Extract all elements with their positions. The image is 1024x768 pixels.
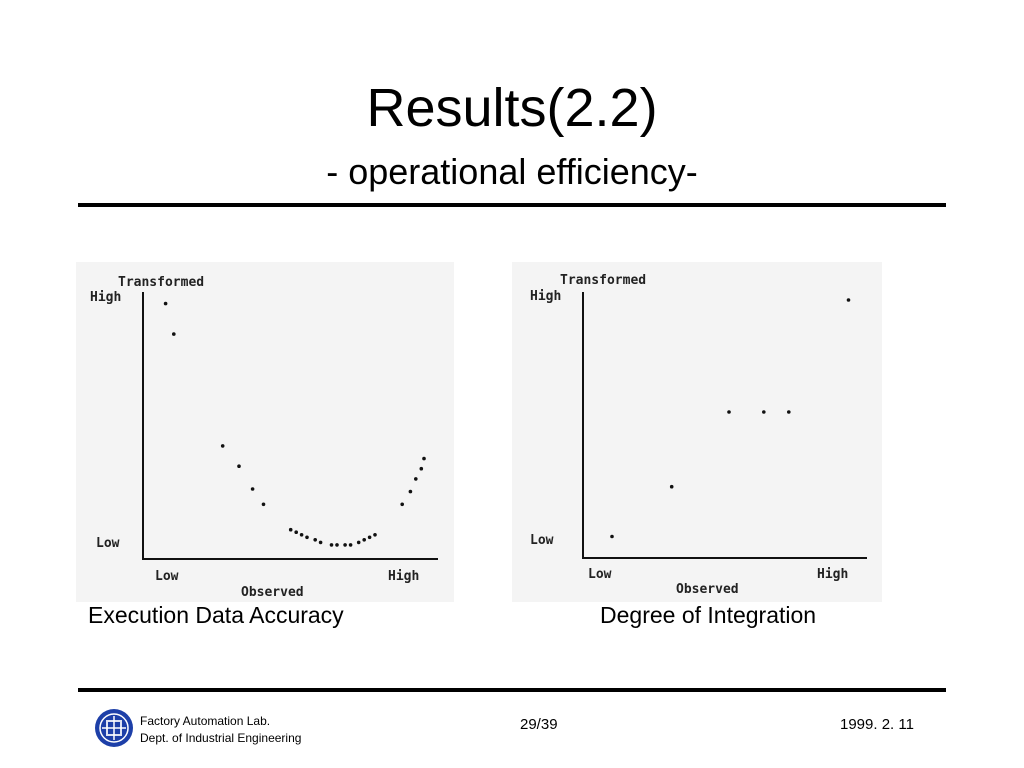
data-point xyxy=(172,332,176,336)
scatter-points xyxy=(163,301,426,547)
data-point xyxy=(335,543,339,547)
y-tick-low: Low xyxy=(96,536,120,551)
data-point xyxy=(329,543,334,547)
data-point xyxy=(348,543,353,547)
footer-lab-name: Factory Automation Lab. xyxy=(140,714,271,728)
caption-degree-of-integration: Degree of Integration xyxy=(600,602,817,628)
data-point xyxy=(422,456,426,461)
data-point xyxy=(414,477,418,481)
y-tick-high: High xyxy=(530,289,561,304)
data-point xyxy=(313,538,317,542)
chart-execution-data-accuracy: Transformed High Low Low High Observed xyxy=(76,262,454,602)
data-point xyxy=(669,484,674,489)
chart-svg-right: Transformed High Low Low High Observed xyxy=(530,273,867,597)
data-point xyxy=(356,540,361,545)
scatter-points xyxy=(610,298,851,539)
data-point xyxy=(367,535,372,540)
data-point xyxy=(610,534,614,539)
x-axis-title: Observed xyxy=(676,582,739,597)
data-point xyxy=(318,540,323,545)
data-point xyxy=(762,410,766,414)
chart-degree-of-integration: Transformed High Low Low High Observed xyxy=(512,262,882,602)
data-point xyxy=(250,487,255,491)
x-axis-title: Observed xyxy=(241,585,304,600)
chart-svg-left: Transformed High Low Low High Observed xyxy=(90,275,438,600)
y-tick-low: Low xyxy=(530,533,554,548)
axes-right xyxy=(582,292,867,559)
x-tick-low: Low xyxy=(588,567,612,582)
data-point xyxy=(787,410,791,414)
data-point xyxy=(237,464,241,468)
data-point xyxy=(294,530,298,534)
data-point xyxy=(163,301,168,306)
y-tick-high: High xyxy=(90,290,121,305)
data-point xyxy=(288,527,293,532)
footer-dept-name: Dept. of Industrial Engineering xyxy=(140,731,302,745)
slide-title: Results(2.2) xyxy=(366,78,658,138)
y-axis-title: Transformed xyxy=(560,273,646,288)
x-tick-low: Low xyxy=(155,569,179,584)
data-point xyxy=(419,466,424,471)
footer-lab-info: Factory Automation Lab. Dept. of Industr… xyxy=(140,713,301,747)
y-axis-title: Transformed xyxy=(118,275,204,290)
university-emblem-icon xyxy=(94,708,134,748)
caption-execution-data-accuracy: Execution Data Accuracy xyxy=(88,602,344,628)
slide-subtitle: - operational efficiency- xyxy=(326,151,698,192)
data-point xyxy=(261,502,266,507)
data-point xyxy=(220,444,225,448)
data-point xyxy=(400,502,405,507)
page-number: 29/39 xyxy=(520,716,558,733)
data-point xyxy=(299,533,304,537)
x-tick-high: High xyxy=(817,567,848,582)
data-point xyxy=(305,535,309,540)
data-point xyxy=(362,538,367,542)
data-point xyxy=(846,298,851,302)
footer-date: 1999. 2. 11 xyxy=(840,716,914,733)
data-point xyxy=(408,489,413,494)
data-point xyxy=(343,543,347,547)
x-tick-high: High xyxy=(388,569,419,584)
top-divider xyxy=(78,203,946,207)
data-point xyxy=(373,533,377,537)
bottom-divider xyxy=(78,688,946,692)
axes-left xyxy=(142,292,438,560)
data-point xyxy=(727,410,731,414)
